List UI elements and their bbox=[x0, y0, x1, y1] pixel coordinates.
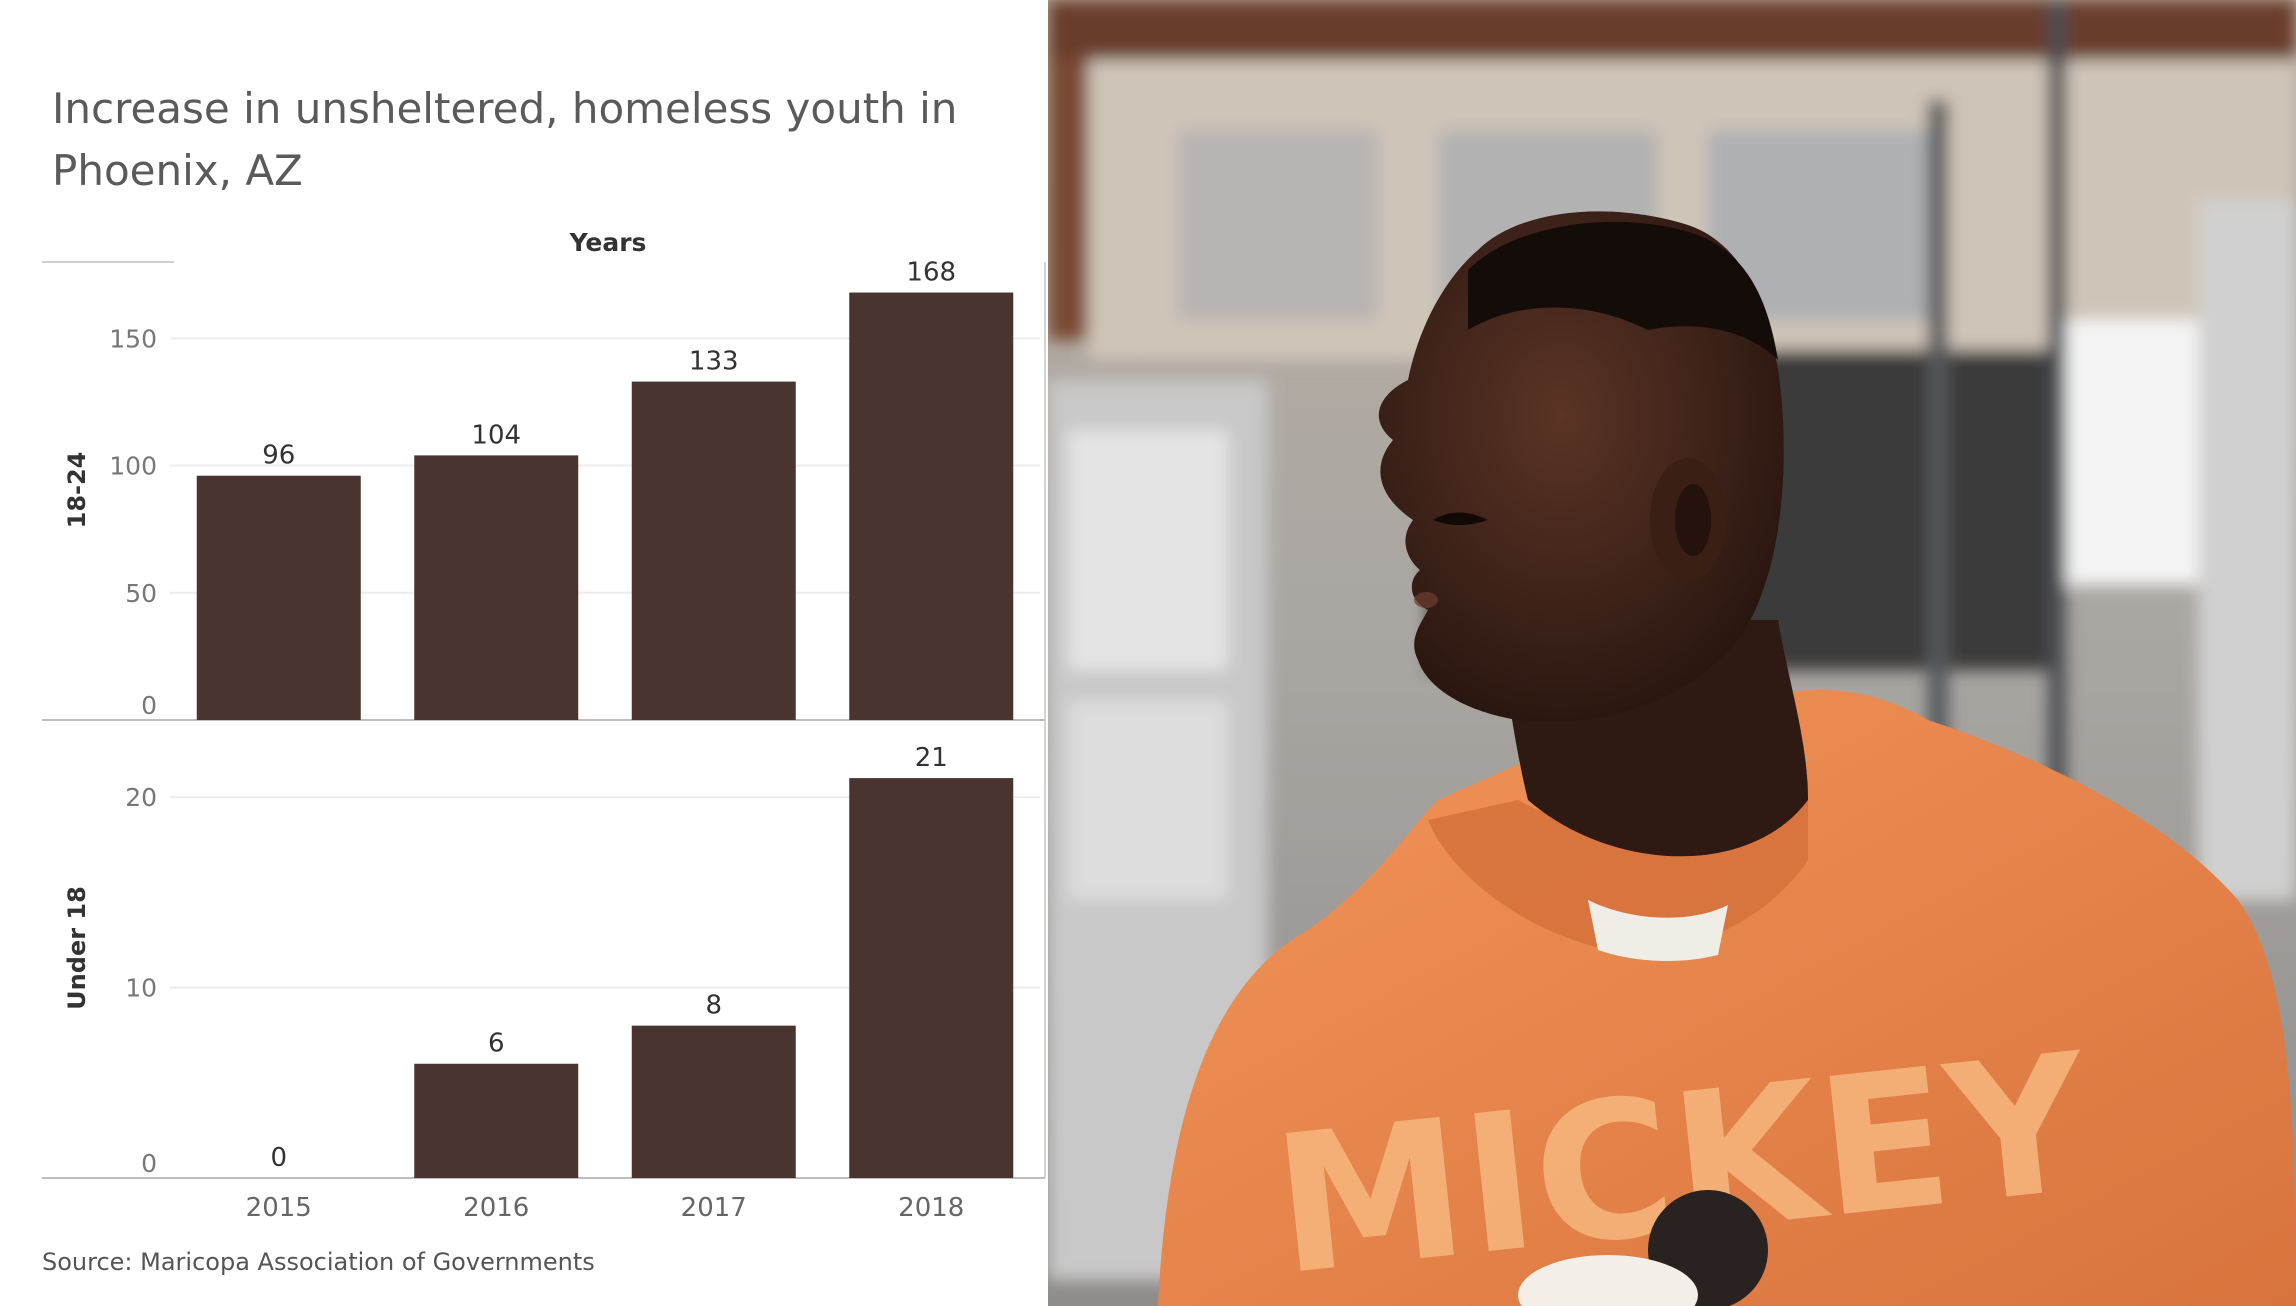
data-label: 0 bbox=[270, 1143, 287, 1173]
bar bbox=[849, 292, 1014, 720]
photo-young-man-orange-hoodie: MICKEY bbox=[1048, 0, 2296, 1306]
bar bbox=[849, 778, 1014, 1178]
bar bbox=[414, 1063, 579, 1178]
bar bbox=[631, 1025, 796, 1178]
chart-panel: Increase in unsheltered, homeless youth … bbox=[0, 0, 1048, 1306]
mickey-glove-graphic bbox=[1518, 1255, 1698, 1306]
data-label: 6 bbox=[488, 1029, 505, 1059]
row-label-under-18: Under 18 bbox=[63, 886, 91, 1010]
bar bbox=[631, 381, 796, 720]
column-header: Years bbox=[569, 228, 647, 257]
data-label: 104 bbox=[471, 420, 521, 450]
panel-under-18: 0 10 20 0 6 8 21 Under 18 bbox=[42, 743, 1045, 1179]
y-tick-label: 0 bbox=[141, 691, 157, 720]
y-tick-label: 50 bbox=[125, 579, 157, 608]
y-tick-label: 150 bbox=[109, 324, 157, 353]
x-tick-label: 2015 bbox=[246, 1193, 312, 1223]
ear-inner bbox=[1675, 484, 1711, 556]
photo-illustration: MICKEY bbox=[1048, 0, 2296, 1306]
eye bbox=[1433, 512, 1488, 525]
nose-highlight bbox=[1414, 592, 1438, 608]
hood-fold bbox=[1428, 780, 1808, 952]
data-label: 168 bbox=[906, 258, 956, 288]
hair bbox=[1468, 221, 1778, 360]
bar bbox=[196, 475, 361, 720]
bar bbox=[414, 455, 579, 720]
data-label: 8 bbox=[705, 991, 722, 1021]
data-label: 96 bbox=[262, 441, 295, 471]
row-label-18-24: 18-24 bbox=[63, 452, 91, 529]
x-axis-labels: 2015 2016 2017 2018 bbox=[246, 1193, 965, 1223]
x-tick-label: 2016 bbox=[463, 1193, 529, 1223]
data-label: 21 bbox=[915, 743, 948, 773]
x-tick-label: 2017 bbox=[681, 1193, 747, 1223]
y-tick-label: 20 bbox=[125, 783, 157, 812]
data-label: 133 bbox=[689, 347, 739, 377]
x-tick-label: 2018 bbox=[898, 1193, 964, 1223]
y-tick-label: 100 bbox=[109, 452, 157, 481]
source-note: Source: Maricopa Association of Governme… bbox=[42, 1248, 595, 1276]
chart-title: Increase in unsheltered, homeless youth … bbox=[52, 84, 958, 195]
y-tick-label: 10 bbox=[125, 974, 157, 1003]
panel-18-24: 0 50 100 150 96 104 133 168 18-24 bbox=[42, 258, 1045, 721]
white-tshirt-collar bbox=[1588, 900, 1728, 962]
y-tick-label: 0 bbox=[141, 1149, 157, 1178]
head bbox=[1378, 211, 1784, 722]
